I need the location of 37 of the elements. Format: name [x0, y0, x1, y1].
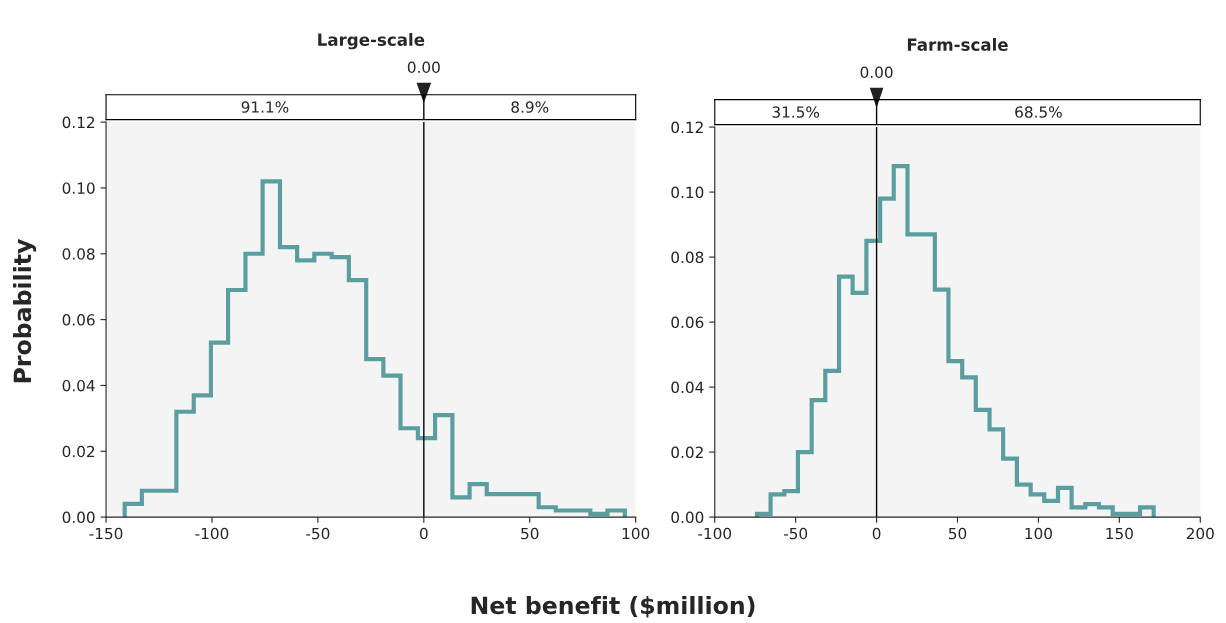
text: 31.5%: [772, 106, 820, 118]
y-tick-label: 0.04: [62, 379, 95, 392]
chart-title: Farm-scale: [907, 38, 1008, 51]
y-tick-label: 0.02: [62, 445, 95, 458]
chart-title: Large-scale: [318, 33, 425, 50]
y-tick-label: 0.10: [671, 186, 704, 199]
text: 8.9%: [511, 101, 549, 113]
y-tick-label: 0.00: [671, 511, 704, 524]
x-tick-label: 0: [419, 527, 428, 540]
y-tick-label: 0.08: [62, 248, 95, 260]
x-tick-label: 100: [1025, 527, 1052, 540]
ref-line-label: 0.00: [860, 66, 893, 79]
x-tick-label: 200: [1186, 527, 1214, 540]
text: 68.5%: [1015, 106, 1062, 118]
y-tick-label: 0.00: [62, 511, 95, 524]
x-tick-label: -150: [89, 527, 123, 540]
x-axis-title: Net benefit ($million): [471, 596, 755, 618]
y-tick-label: 0.12: [62, 116, 95, 129]
x-tick-label: 100: [622, 527, 650, 540]
x-tick-label: -100: [195, 527, 229, 540]
y-tick-label: 0.02: [671, 446, 703, 459]
y-tick-label: 0.12: [671, 121, 703, 134]
x-tick-label: 50: [948, 527, 967, 540]
x-tick-label: -50: [783, 527, 808, 540]
x-tick-label: 150: [1106, 527, 1133, 540]
y-tick-label: 0.08: [671, 251, 704, 264]
y-axis-title: Probability: [13, 239, 37, 383]
x-tick-label: 0: [872, 527, 881, 540]
y-tick-label: 0.06: [671, 316, 704, 329]
x-tick-label: 50: [521, 527, 539, 540]
y-tick-label: 0.04: [671, 381, 704, 394]
y-tick-label: 0.06: [62, 314, 95, 326]
text: 91.1%: [241, 101, 289, 113]
y-tick-label: 0.10: [62, 182, 95, 194]
ref-line-label: 0.00: [407, 61, 440, 74]
x-tick-label: -100: [698, 527, 732, 540]
x-tick-label: -50: [306, 527, 330, 540]
